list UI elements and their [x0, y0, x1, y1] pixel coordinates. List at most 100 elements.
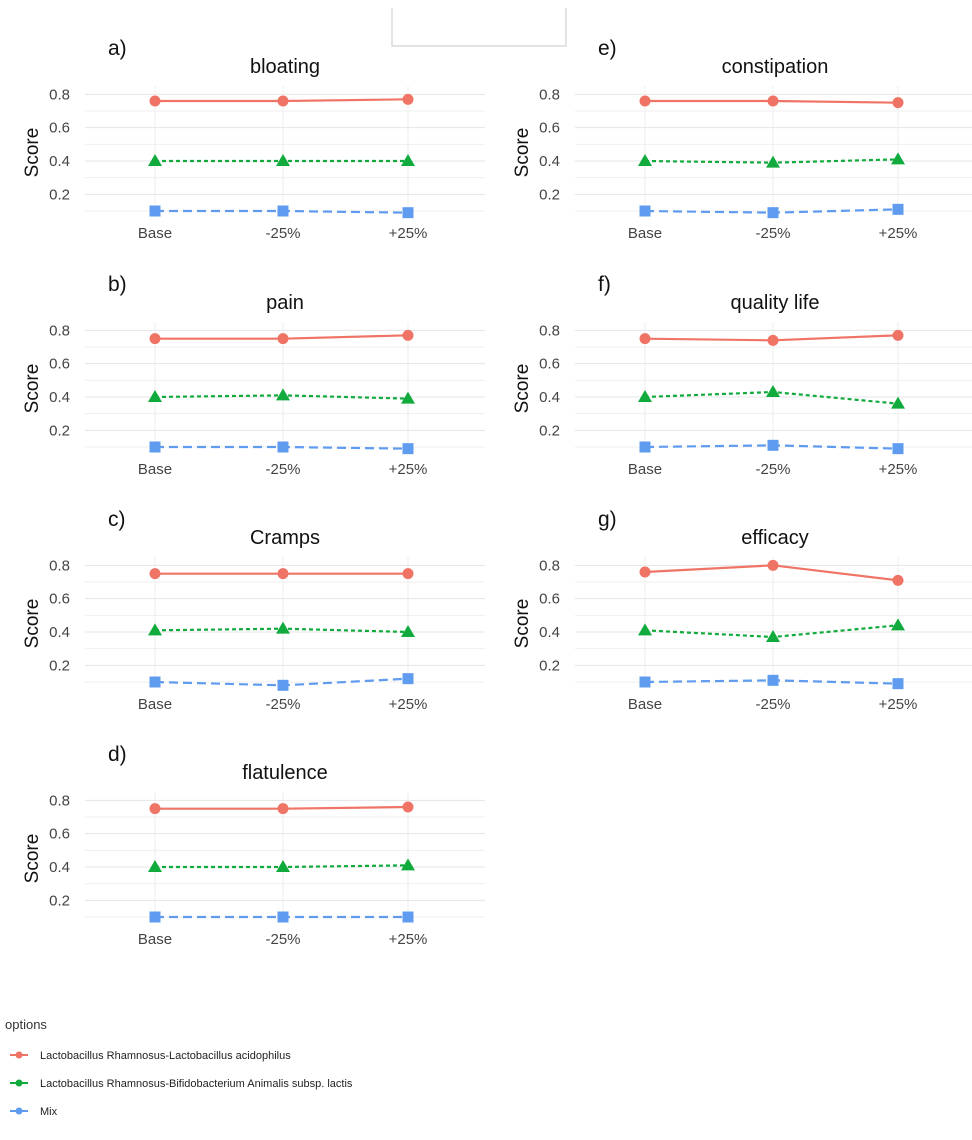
data-point — [277, 679, 289, 691]
panel-title: efficacy — [741, 527, 808, 549]
data-point — [767, 95, 779, 107]
x-tick-label: Base — [628, 225, 662, 242]
y-tick-label: 0.6 — [49, 591, 70, 608]
data-point — [149, 911, 161, 923]
data-point — [276, 388, 290, 401]
x-tick-label: -25% — [265, 461, 300, 478]
legend-title: options — [5, 1017, 47, 1032]
legend-item: Lactobacillus Rhamnosus-Bifidobacterium … — [10, 1078, 353, 1090]
series-1 — [149, 93, 414, 107]
series-2 — [638, 618, 905, 642]
x-tick-label: Base — [138, 696, 172, 713]
series-2 — [638, 152, 905, 168]
data-point — [149, 205, 161, 217]
series-2 — [148, 154, 415, 166]
data-point — [638, 390, 652, 402]
data-point — [402, 568, 414, 580]
series-1 — [639, 95, 904, 109]
legend-label: Mix — [40, 1106, 58, 1118]
panel-title: quality life — [731, 292, 820, 314]
series-2 — [148, 621, 415, 637]
data-point — [148, 623, 162, 636]
series-2 — [148, 858, 415, 872]
data-point — [767, 207, 779, 219]
y-tick-label: 0.8 — [49, 557, 70, 574]
series-1 — [149, 801, 414, 815]
data-point — [276, 154, 290, 166]
chart-panel: 0.2 0.4 0.6 0.8 Base -25% +25% Score g) efficacy — [512, 508, 972, 713]
y-tick-label: 0.8 — [49, 86, 70, 103]
data-point — [766, 630, 780, 642]
x-tick-label: Base — [138, 225, 172, 242]
data-point — [277, 205, 289, 217]
data-point — [639, 333, 651, 345]
series-3 — [639, 203, 904, 219]
chart-panel: 0.2 0.4 0.6 0.8 Base -25% +25% Score c) Cramps — [22, 508, 485, 713]
data-point — [277, 95, 289, 107]
data-point — [638, 154, 652, 166]
data-point — [402, 93, 414, 105]
panel-title: flatulence — [242, 762, 328, 784]
x-tick-label: +25% — [389, 461, 428, 478]
x-tick-label: -25% — [265, 931, 300, 948]
legend-swatch-marker — [15, 1051, 23, 1059]
data-point — [891, 618, 905, 631]
panel-letter: a) — [108, 37, 127, 60]
y-axis-label: Score — [512, 128, 533, 178]
data-point — [149, 676, 161, 688]
panel-letter: b) — [108, 273, 127, 296]
data-point — [149, 803, 161, 815]
data-point — [149, 441, 161, 453]
data-point — [276, 621, 290, 634]
y-tick-label: 0.6 — [49, 826, 70, 843]
x-tick-label: +25% — [879, 225, 918, 242]
data-point — [402, 911, 414, 923]
y-tick-label: 0.4 — [539, 624, 560, 641]
data-point — [892, 574, 904, 586]
data-point — [767, 674, 779, 686]
y-tick-label: 0.4 — [49, 624, 70, 641]
legend-label: Lactobacillus Rhamnosus-Lactobacillus ac… — [40, 1050, 291, 1062]
data-point — [148, 154, 162, 166]
panel-letter: f) — [598, 273, 611, 296]
data-point — [767, 334, 779, 346]
legend-item: Lactobacillus Rhamnosus-Lactobacillus ac… — [10, 1050, 291, 1062]
y-tick-label: 0.6 — [49, 120, 70, 137]
data-point — [402, 801, 414, 813]
chart-panel: 0.2 0.4 0.6 0.8 Base -25% +25% Score d) flatulenc… — [22, 743, 485, 948]
data-point — [892, 203, 904, 215]
y-axis-label: Score — [22, 599, 43, 649]
y-tick-label: 0.2 — [49, 657, 70, 674]
data-point — [639, 566, 651, 578]
y-tick-label: 0.4 — [539, 389, 560, 406]
data-point — [402, 673, 414, 685]
data-point — [891, 152, 905, 165]
data-point — [891, 396, 905, 409]
y-tick-label: 0.2 — [539, 422, 560, 439]
data-point — [767, 439, 779, 451]
panel-letter: d) — [108, 743, 127, 766]
x-tick-label: +25% — [389, 696, 428, 713]
series-3 — [149, 911, 414, 923]
data-point — [401, 858, 415, 871]
series-1 — [149, 568, 414, 580]
x-tick-label: Base — [628, 461, 662, 478]
data-point — [277, 803, 289, 815]
panel-title: constipation — [722, 56, 829, 78]
legend-label: Lactobacillus Rhamnosus-Bifidobacterium … — [40, 1078, 353, 1090]
data-point — [149, 333, 161, 345]
data-point — [402, 207, 414, 219]
y-axis-label: Score — [512, 599, 533, 649]
y-tick-label: 0.2 — [49, 422, 70, 439]
data-point — [639, 676, 651, 688]
y-tick-label: 0.8 — [49, 322, 70, 339]
y-tick-label: 0.8 — [539, 557, 560, 574]
y-tick-label: 0.4 — [49, 859, 70, 876]
x-tick-label: Base — [138, 461, 172, 478]
data-point — [277, 911, 289, 923]
data-point — [892, 329, 904, 341]
y-axis-label: Score — [22, 364, 43, 414]
series-1 — [639, 559, 904, 586]
data-point — [277, 441, 289, 453]
